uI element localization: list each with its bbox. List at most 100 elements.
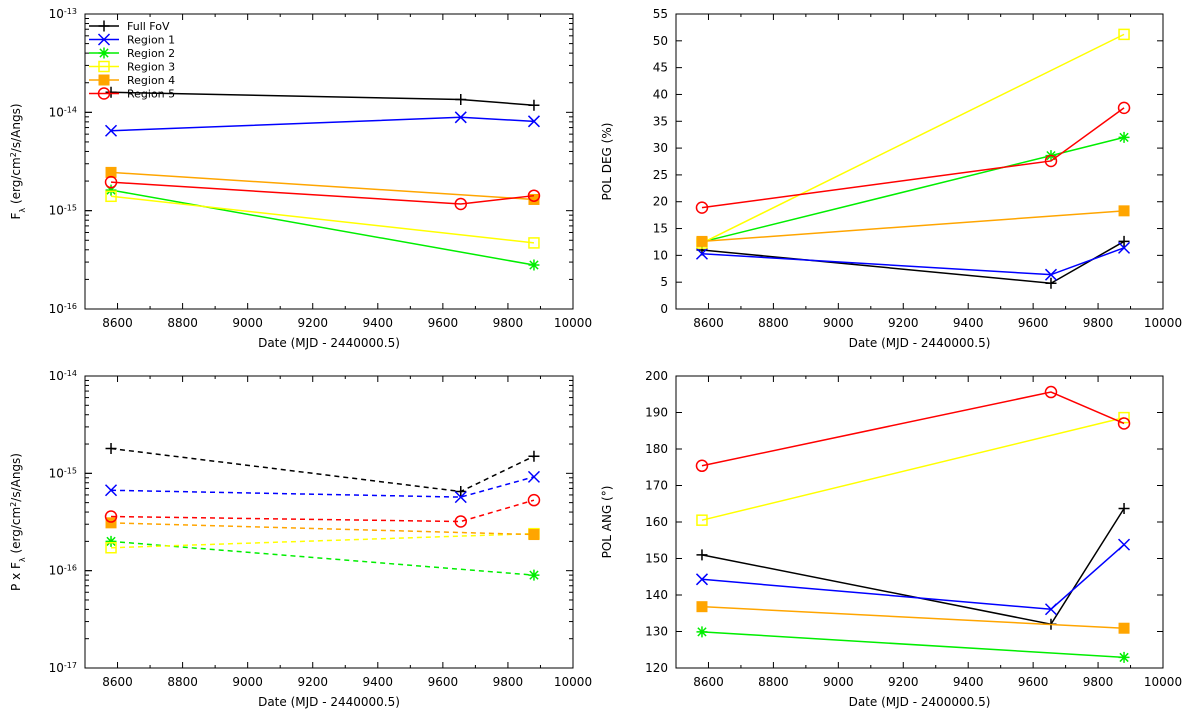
legend-marker [98, 20, 110, 32]
data-point [105, 86, 117, 98]
x-tick-label: 9600 [1018, 316, 1049, 330]
x-tick-label: 9200 [888, 675, 919, 689]
y-tick-label: 10-16 [49, 302, 77, 317]
y-axis-label: Fλ (erg/cm2/s/Angs) [9, 104, 27, 220]
y-axis-label: P x Fλ (erg/cm2/s/Angs) [9, 453, 27, 591]
y-tick-label: 35 [653, 114, 668, 128]
y-tick-label: 10-15 [49, 466, 77, 481]
series-region-5 [104, 175, 541, 211]
x-tick-label: 8600 [693, 316, 724, 330]
series-line [110, 181, 535, 205]
series-line [110, 189, 535, 266]
series-full-fov [696, 235, 1130, 289]
data-point [1117, 417, 1131, 430]
series-line [701, 33, 1125, 244]
x-tick-label: 10000 [554, 316, 592, 330]
series-line [110, 540, 535, 576]
data-point [696, 514, 708, 526]
x-tick-label: 9200 [297, 675, 328, 689]
plot-frame [84, 13, 574, 310]
y-tick-label: 10-16 [49, 563, 77, 578]
x-tick-label: 9800 [493, 316, 524, 330]
data-point [105, 535, 117, 547]
x-tick-label: 9200 [297, 316, 328, 330]
series-line [701, 210, 1125, 243]
data-point [105, 517, 117, 529]
chart-panel-2: 8600 8800 9000 9200 9400 9600 9800 10000 0 5 10 15 2… [600, 7, 1182, 350]
x-tick-label: 8600 [693, 675, 724, 689]
series-line [701, 107, 1125, 209]
data-point [454, 515, 468, 528]
x-tick-label: 9000 [823, 675, 854, 689]
data-point [528, 529, 540, 541]
data-point [695, 459, 709, 473]
series-line [701, 544, 1125, 611]
data-point [1117, 101, 1131, 115]
data-point [695, 573, 709, 586]
data-point [527, 189, 541, 202]
y-tick-label: 50 [653, 34, 668, 48]
y-tick-label: 10 [653, 248, 668, 262]
chart-panel-3: 8600 8800 9000 9200 9400 9600 9800 10000 10-17 10… [9, 369, 593, 710]
data-point [454, 111, 467, 124]
data-point [105, 190, 117, 203]
series-line [701, 631, 1125, 659]
data-point [696, 549, 708, 561]
series-full-fov [105, 442, 540, 498]
data-point [1118, 411, 1130, 424]
series-line [701, 508, 1125, 626]
series-region-5 [695, 385, 1131, 473]
legend-label: Region 4 [127, 74, 175, 87]
data-point [454, 491, 467, 504]
series-region-3 [105, 190, 540, 249]
data-point [1118, 538, 1131, 551]
x-tick-label: 9000 [823, 316, 854, 330]
data-point [1118, 622, 1130, 634]
series-region-1 [104, 470, 540, 504]
data-point [105, 166, 117, 178]
x-axis-label: Date (MJD - 2440000.5) [258, 336, 400, 350]
data-point [454, 197, 468, 211]
y-tick-label: 200 [645, 369, 668, 383]
x-tick-label: 8800 [758, 675, 789, 689]
y-tick-label: 55 [653, 7, 668, 21]
data-point [527, 470, 540, 483]
series-line [110, 195, 535, 244]
data-point [1044, 385, 1058, 399]
x-tick-label: 8800 [167, 316, 198, 330]
data-point [527, 493, 541, 507]
series-region-1 [104, 111, 540, 137]
data-point [528, 259, 540, 271]
y-tick-label: 25 [653, 168, 668, 182]
y-tick-label: 0 [660, 302, 668, 316]
legend-marker [98, 74, 110, 86]
x-tick-label: 9600 [428, 675, 459, 689]
series-region-5 [695, 101, 1131, 214]
chart-panel-1: 8600 8800 9000 9200 9400 9600 9800 10000 10-16 10… [9, 7, 593, 351]
x-tick-label: 9800 [1083, 675, 1114, 689]
x-tick-label: 10000 [554, 675, 592, 689]
series-region-4 [105, 517, 540, 541]
y-tick-label: 10-14 [49, 105, 77, 120]
data-point [528, 193, 540, 205]
series-line [111, 499, 535, 523]
data-point [696, 626, 708, 638]
legend-label: Region 5 [127, 88, 175, 101]
data-point [104, 510, 118, 523]
data-point [105, 442, 117, 454]
x-axis-label: Date (MJD - 2440000.5) [258, 695, 400, 709]
legend-marker [98, 60, 110, 73]
y-tick-label: 150 [645, 552, 668, 566]
y-tick-label: 120 [645, 661, 668, 675]
series-region-2 [105, 184, 540, 271]
data-point [455, 486, 467, 498]
data-point [105, 541, 117, 554]
x-tick-label: 8800 [758, 316, 789, 330]
data-point [528, 450, 540, 462]
y-tick-label: 10-14 [49, 369, 77, 384]
legend-marker [97, 87, 111, 100]
data-point [105, 184, 117, 196]
series-line [701, 416, 1125, 521]
data-point [1118, 651, 1130, 663]
